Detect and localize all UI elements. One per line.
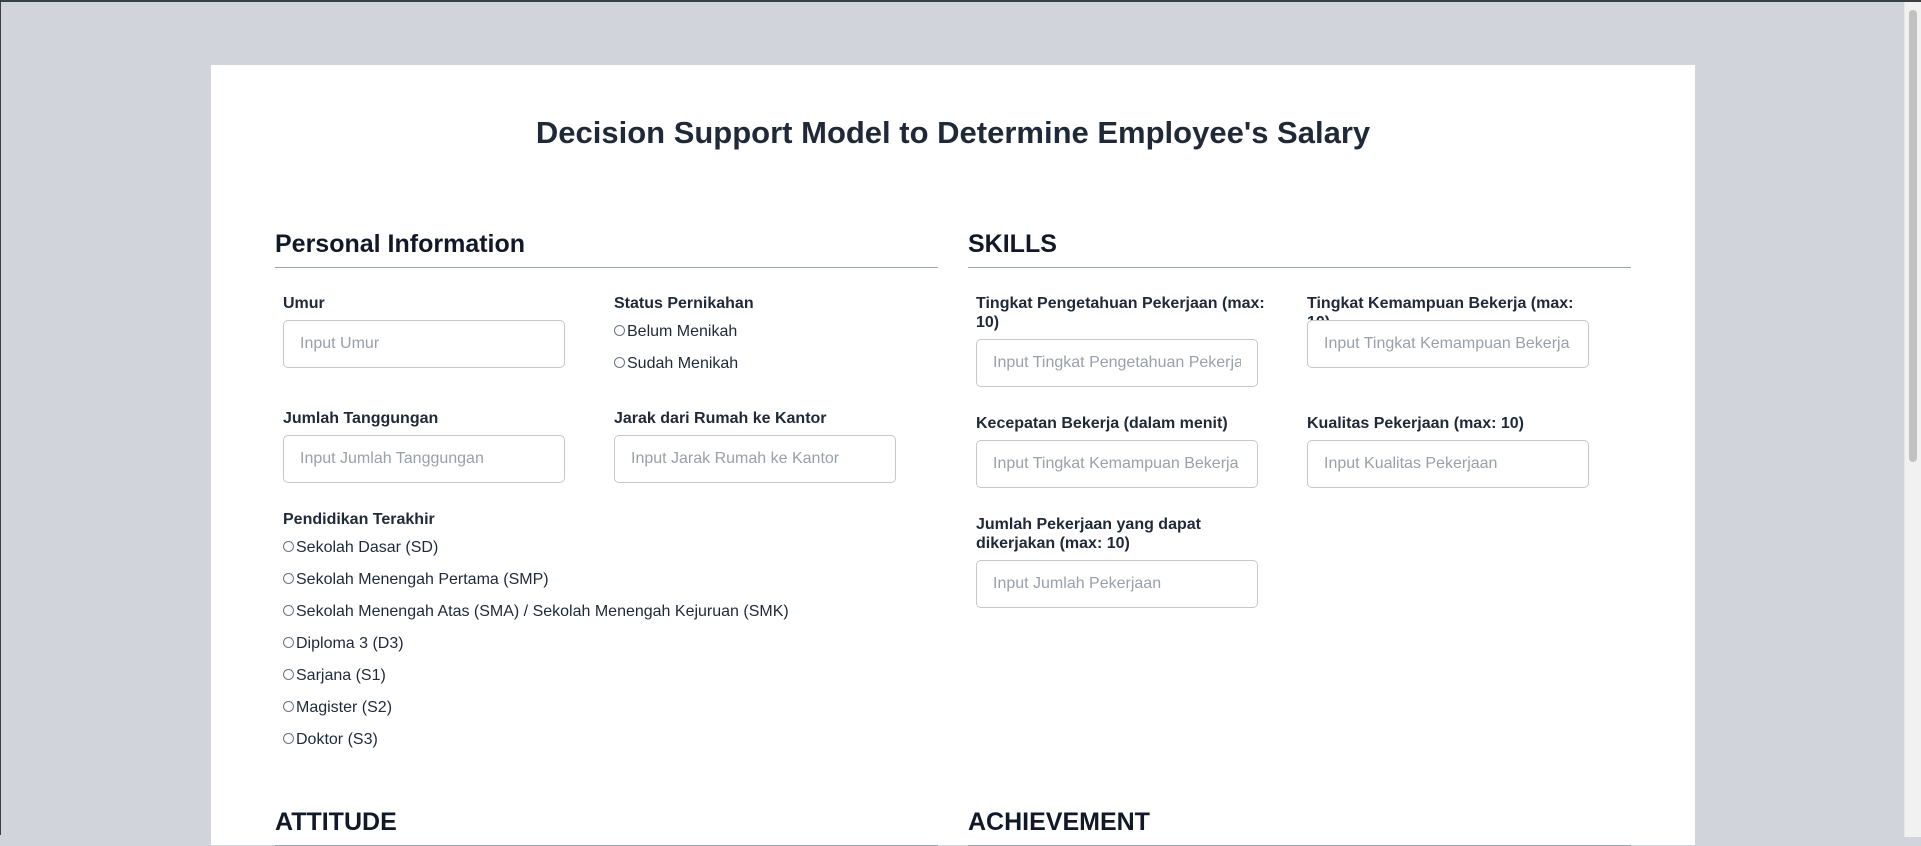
kecepatan-input[interactable] bbox=[976, 440, 1258, 488]
radio-pendidikan-d3[interactable]: Diploma 3 (D3) bbox=[283, 635, 404, 653]
radio-label: Magister (S2) bbox=[296, 699, 393, 716]
radio-pendidikan-s1[interactable]: Sarjana (S1) bbox=[283, 667, 386, 685]
radio-pendidikan-s3[interactable]: Doktor (S3) bbox=[283, 731, 378, 749]
page-scrollbar[interactable] bbox=[1904, 2, 1921, 837]
radio-label: Doktor (S3) bbox=[296, 731, 378, 748]
pengetahuan-input[interactable] bbox=[976, 339, 1258, 387]
kualitas-label: Kualitas Pekerjaan (max: 10) bbox=[1307, 415, 1524, 432]
jarak-field: Jarak dari Rumah ke Kantor bbox=[614, 409, 904, 428]
kecepatan-label: Kecepatan Bekerja (dalam menit) bbox=[976, 415, 1228, 432]
personal-information-section: Personal Information bbox=[275, 230, 938, 268]
radio-circle[interactable] bbox=[614, 325, 625, 336]
radio-circle[interactable] bbox=[283, 605, 294, 616]
radio-circle[interactable] bbox=[283, 541, 294, 552]
jumlah-pekerjaan-label: Jumlah Pekerjaan yang dapat dikerjakan (… bbox=[976, 516, 1201, 552]
umur-label: Umur bbox=[283, 295, 325, 312]
radio-label: Sudah Menikah bbox=[627, 355, 739, 372]
radio-circle[interactable] bbox=[283, 573, 294, 584]
jumlah-tanggungan-field: Jumlah Tanggungan bbox=[283, 409, 573, 428]
radio-circle[interactable] bbox=[283, 733, 294, 744]
radio-circle[interactable] bbox=[614, 357, 625, 368]
page-title: Decision Support Model to Determine Empl… bbox=[535, 115, 1371, 150]
attitude-section: ATTITUDE bbox=[275, 808, 938, 846]
radio-circle[interactable] bbox=[283, 637, 294, 648]
radio-pendidikan-sma-smk[interactable]: Sekolah Menengah Atas (SMA) / Sekolah Me… bbox=[283, 603, 789, 621]
pendidikan-label: Pendidikan Terakhir bbox=[283, 511, 435, 528]
radio-belum-menikah[interactable]: Belum Menikah bbox=[614, 323, 737, 341]
pengetahuan-field: Tingkat Pengetahuan Pekerjaan (max: 10) bbox=[976, 294, 1266, 332]
achievement-heading: ACHIEVEMENT bbox=[968, 808, 1631, 846]
jumlah-tanggungan-label: Jumlah Tanggungan bbox=[283, 410, 439, 427]
radio-label: Sekolah Menengah Pertama (SMP) bbox=[296, 571, 549, 588]
radio-label: Sekolah Dasar (SD) bbox=[296, 539, 439, 556]
radio-circle[interactable] bbox=[283, 701, 294, 712]
radio-sudah-menikah[interactable]: Sudah Menikah bbox=[614, 355, 738, 373]
attitude-heading: ATTITUDE bbox=[275, 808, 938, 846]
jumlah-pekerjaan-field: Jumlah Pekerjaan yang dapat dikerjakan (… bbox=[976, 515, 1206, 553]
jarak-label: Jarak dari Rumah ke Kantor bbox=[614, 410, 827, 427]
status-pernikahan-label: Status Pernikahan bbox=[614, 295, 754, 312]
radio-label: Sekolah Menengah Atas (SMA) / Sekolah Me… bbox=[296, 603, 789, 620]
radio-label: Diploma 3 (D3) bbox=[296, 635, 404, 652]
kualitas-input[interactable] bbox=[1307, 440, 1589, 488]
radio-pendidikan-sd[interactable]: Sekolah Dasar (SD) bbox=[283, 539, 438, 557]
jarak-input[interactable] bbox=[614, 435, 896, 483]
radio-label: Belum Menikah bbox=[627, 323, 738, 340]
kecepatan-field: Kecepatan Bekerja (dalam menit) bbox=[976, 414, 1266, 433]
kemampuan-input[interactable] bbox=[1307, 320, 1589, 368]
jumlah-tanggungan-input[interactable] bbox=[283, 435, 565, 483]
personal-information-heading: Personal Information bbox=[275, 230, 938, 268]
skills-heading: SKILLS bbox=[968, 230, 1631, 268]
umur-input[interactable] bbox=[283, 320, 565, 368]
radio-label: Sarjana (S1) bbox=[296, 667, 386, 684]
form-card: Decision Support Model to Determine Empl… bbox=[211, 65, 1695, 846]
radio-pendidikan-s2[interactable]: Magister (S2) bbox=[283, 699, 392, 717]
umur-field: Umur bbox=[283, 294, 573, 313]
radio-pendidikan-smp[interactable]: Sekolah Menengah Pertama (SMP) bbox=[283, 571, 549, 589]
achievement-section: ACHIEVEMENT bbox=[968, 808, 1631, 846]
skills-section: SKILLS bbox=[968, 230, 1631, 268]
radio-circle[interactable] bbox=[283, 669, 294, 680]
pengetahuan-label: Tingkat Pengetahuan Pekerjaan (max: 10) bbox=[976, 295, 1265, 331]
jumlah-pekerjaan-input[interactable] bbox=[976, 560, 1258, 608]
pendidikan-field: Pendidikan Terakhir bbox=[283, 510, 573, 529]
status-pernikahan-field: Status Pernikahan bbox=[614, 294, 904, 313]
scrollbar-thumb[interactable] bbox=[1909, 10, 1917, 462]
kualitas-field: Kualitas Pekerjaan (max: 10) bbox=[1307, 414, 1597, 433]
